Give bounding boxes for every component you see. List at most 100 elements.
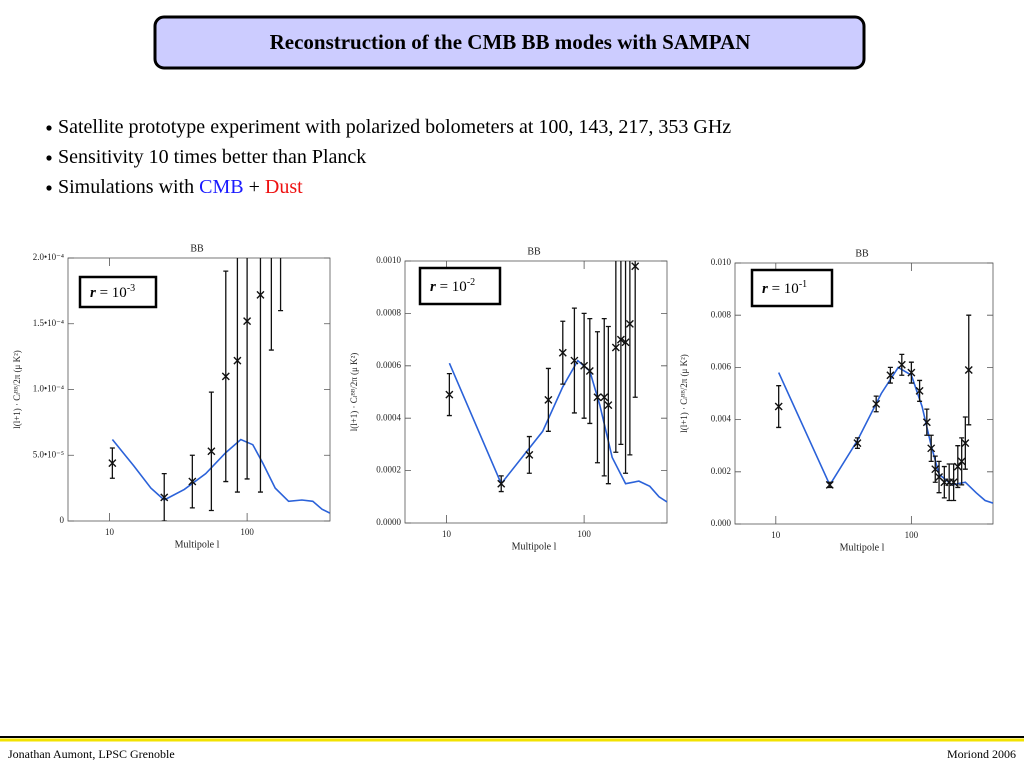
bullet-dot — [46, 125, 52, 131]
annotation-exponent: -2 — [467, 277, 475, 288]
x-tick-label: 10 — [105, 527, 115, 537]
y-tick-label: 0.0002 — [376, 465, 401, 475]
y-tick-label: 0.002 — [711, 466, 731, 476]
data-point — [611, 343, 620, 352]
x-tick-label: 10 — [771, 530, 781, 540]
footer-right: Moriond 2006 — [947, 747, 1016, 761]
plot-area — [445, 261, 667, 503]
plot-frame — [404, 260, 668, 524]
annotation-symbol: r — [762, 281, 768, 297]
annotation: r = 10-2 — [430, 277, 475, 295]
data-point — [927, 444, 936, 453]
annotation-box — [78, 275, 158, 309]
data-point — [221, 372, 230, 381]
data-point — [256, 290, 265, 299]
y-tick-label: 0.0006 — [376, 360, 401, 370]
x-axis-label: Multipole l — [512, 541, 557, 552]
data-point — [964, 366, 973, 375]
bullet-text: Sensitivity 10 times better than Planck — [58, 146, 366, 168]
annotation-exponent: -1 — [799, 279, 807, 290]
data-point — [544, 395, 553, 404]
y-tick-label: 0.006 — [711, 361, 732, 371]
x-tick-label: 10 — [442, 529, 452, 539]
x-axis-label: Multipole l — [175, 539, 220, 550]
data-point — [616, 335, 625, 344]
plot-area — [108, 258, 330, 521]
data-point — [585, 367, 594, 376]
data-point — [621, 338, 630, 347]
data-point — [774, 402, 783, 411]
chart-title: BB — [190, 243, 204, 254]
slide-title: Reconstruction of the CMB BB modes with … — [270, 30, 751, 54]
annotation-exponent: -3 — [127, 283, 135, 294]
data-point — [625, 319, 634, 328]
bullet-run: Simulations with — [58, 176, 199, 198]
bullet-run: Dust — [265, 176, 303, 198]
x-tick-label: 100 — [577, 529, 591, 539]
data-point — [188, 477, 197, 486]
data-point — [604, 401, 613, 410]
y-tick-label: 1.5•10⁻⁴ — [33, 318, 64, 328]
data-point — [600, 393, 609, 402]
plot-area — [774, 314, 993, 504]
y-tick-label: 0.000 — [711, 518, 732, 528]
annotation-box — [750, 268, 834, 308]
y-tick-label: 0.0000 — [376, 517, 401, 527]
bullet-text: Satellite prototype experiment with pola… — [58, 116, 731, 138]
annotation-text: = 10 — [96, 285, 127, 301]
y-tick-label: 0.008 — [711, 309, 732, 319]
data-point — [953, 462, 962, 471]
data-point — [872, 399, 881, 408]
data-point — [558, 348, 567, 357]
y-tick-label: 5.0•10⁻⁵ — [33, 449, 64, 459]
data-point — [160, 493, 169, 502]
bullet-run: CMB — [199, 176, 243, 198]
x-axis-label: Multipole l — [840, 542, 885, 553]
data-point — [497, 479, 506, 488]
y-tick-label: 0.004 — [711, 414, 732, 424]
bullet-run: + — [244, 176, 265, 198]
chart-title: BB — [855, 248, 869, 259]
data-point — [207, 447, 216, 456]
bullet-text: Simulations with CMB + Dust — [58, 176, 303, 198]
theory-curve — [111, 438, 330, 514]
bullet-run: Satellite prototype experiment with pola… — [58, 116, 731, 138]
y-tick-label: 0.0004 — [376, 412, 401, 422]
y-tick-label: 2.0•10⁻⁴ — [33, 252, 64, 262]
data-point — [108, 459, 117, 468]
data-point — [570, 356, 579, 365]
y-tick-label: 0.0008 — [376, 307, 401, 317]
data-point — [897, 360, 906, 369]
data-point — [949, 478, 958, 487]
data-point — [445, 390, 454, 399]
y-tick-label: 0.0010 — [376, 255, 401, 265]
annotation-symbol: r — [430, 279, 436, 295]
chart-title: BB — [527, 246, 541, 257]
error-bar — [278, 258, 284, 312]
data-point — [233, 356, 242, 365]
y-axis-label: l(l+1) · Cₗᴮᴮ/2π (μ K²) — [12, 350, 22, 429]
annotation-text: = 10 — [436, 279, 467, 295]
data-point — [886, 371, 895, 380]
title-box — [153, 15, 866, 70]
theory-curve — [777, 366, 993, 504]
y-axis-label: l(l+1) · Cₗᴮᴮ/2π (μ K²) — [679, 354, 689, 433]
y-tick-label: 1.0•10⁻⁴ — [33, 384, 64, 394]
annotation: r = 10-3 — [90, 283, 135, 301]
data-point — [922, 418, 931, 427]
data-point — [907, 368, 916, 377]
annotation-symbol: r — [90, 285, 96, 301]
bullet-dot — [46, 155, 52, 161]
data-point — [957, 457, 966, 466]
plot-frame — [734, 262, 994, 525]
y-tick-label: 0 — [60, 515, 65, 525]
x-tick-label: 100 — [240, 527, 254, 537]
bullet-run: Sensitivity 10 times better than Planck — [58, 146, 366, 168]
data-point — [593, 393, 602, 402]
bullet-dot — [46, 185, 52, 191]
y-tick-label: 0.010 — [711, 257, 732, 267]
data-point — [915, 386, 924, 395]
footer-left: Jonathan Aumont, LPSC Grenoble — [8, 747, 175, 761]
